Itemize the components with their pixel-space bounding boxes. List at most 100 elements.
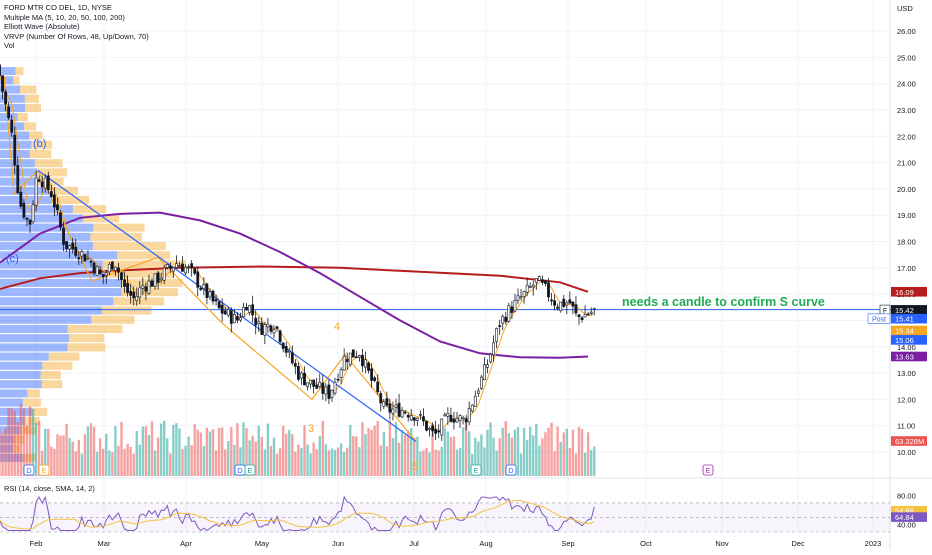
candle-body (92, 262, 96, 274)
candle-body (202, 284, 206, 290)
candle-body (22, 202, 26, 218)
volume-bar (294, 451, 297, 476)
vrvp-up-bar (0, 426, 21, 435)
vrvp-down-bar (48, 352, 80, 361)
volume-bar (394, 421, 398, 476)
candle-body (80, 251, 84, 257)
volume-bar (532, 435, 535, 476)
vrvp-down-bar (22, 398, 41, 407)
candle-body (400, 410, 404, 418)
candle-body (437, 430, 441, 433)
candle-body (52, 194, 56, 208)
volume-bar (361, 422, 364, 476)
volume-bar (135, 430, 138, 476)
candle-body (193, 268, 197, 274)
wave-label: (c) (6, 253, 19, 265)
candle-body (242, 306, 245, 318)
candle-body (440, 418, 444, 436)
volume-bar (400, 430, 404, 476)
volume-bar (498, 438, 501, 476)
volume-bar (129, 447, 132, 476)
volume-bar (339, 443, 343, 476)
candle-body (489, 353, 492, 363)
indicator-elliott[interactable]: Elliott Wave (Absolute) (4, 22, 80, 32)
candle-body (120, 272, 123, 281)
indicator-ma[interactable]: Multiple MA (5, 10, 20, 50, 100, 200) (4, 12, 125, 22)
wave-label: 5 (412, 461, 418, 473)
indicator-vrvp[interactable]: VRVP (Number Of Rows, 48, Up/Down, 70) (4, 31, 149, 41)
candle-body (348, 352, 352, 366)
candle-body (168, 265, 172, 269)
vrvp-down-bar (29, 131, 43, 140)
badge-ma200: 16.09 (891, 286, 927, 297)
candle-body (147, 280, 151, 294)
vrvp-down-bar (67, 324, 123, 333)
candle-body (470, 404, 474, 412)
candle-body (357, 355, 361, 358)
volume-bar (172, 424, 175, 476)
volume-bar (501, 427, 504, 476)
volume-bar (352, 436, 355, 476)
rsi-pane (0, 495, 890, 533)
volume-bar (153, 450, 157, 476)
candle-body (217, 301, 221, 309)
candle-body (184, 267, 187, 274)
candle-body (13, 134, 17, 166)
vrvp-down-bar (101, 306, 152, 315)
symbol-title[interactable]: FORD MTR CO DEL, 1D, NYSE (4, 3, 112, 12)
svg-text:15.41: 15.41 (895, 315, 914, 324)
candle-body (260, 322, 264, 335)
chart-annotation[interactable]: needs a candle to confirm S curve (622, 295, 825, 309)
volume-bar (37, 421, 41, 476)
volume-bar (574, 453, 578, 476)
volume-bar (89, 423, 93, 476)
volume-bar (419, 451, 422, 476)
chart-legend[interactable]: FORD MTR CO DEL, 1D, NYSE Multiple MA (5… (4, 3, 149, 51)
indicator-vol[interactable]: Vol (4, 41, 15, 51)
svg-text:15.34: 15.34 (895, 326, 914, 335)
volume-bar (388, 420, 392, 476)
candle-body (428, 427, 431, 430)
vrvp-down-bar (40, 370, 61, 380)
candle-body (580, 317, 584, 320)
candle-body (95, 266, 99, 276)
candle-body (525, 284, 529, 293)
volume-bar (74, 451, 77, 476)
vrvp-up-bar (0, 260, 103, 269)
candle-body (114, 266, 117, 271)
vrvp-down-bar (41, 380, 63, 389)
candle-body (501, 315, 505, 324)
vrvp-down-bar (24, 122, 36, 131)
event-marker: D (505, 464, 517, 476)
vrvp-up-bar (0, 94, 25, 103)
event-marker: E (470, 464, 482, 476)
candle-body (592, 308, 596, 310)
candle-body (528, 286, 532, 288)
candle-body (34, 177, 38, 206)
candle-body (49, 191, 53, 197)
candle-body (345, 359, 349, 362)
volume-bar (431, 424, 434, 476)
volume-bar (391, 438, 395, 476)
svg-text:E: E (41, 466, 46, 475)
volume-bar (367, 427, 370, 476)
candle-body (104, 272, 108, 276)
vrvp-down-bar (90, 232, 142, 241)
svg-text:E: E (473, 466, 478, 475)
candle-body (449, 414, 453, 422)
time-tick: Nov (715, 539, 729, 548)
candle-body (275, 326, 279, 329)
candle-body (278, 330, 282, 343)
volume-bar (474, 437, 477, 476)
candle-body (296, 366, 300, 380)
volume-bar (590, 450, 593, 476)
volume-bar (428, 452, 431, 476)
currency-label: USD (897, 4, 913, 13)
ma-5-line (0, 75, 595, 432)
volume-bar (486, 429, 489, 476)
candle-body (31, 204, 35, 223)
volume-bar (529, 426, 532, 476)
time-tick: Sep (561, 539, 574, 548)
